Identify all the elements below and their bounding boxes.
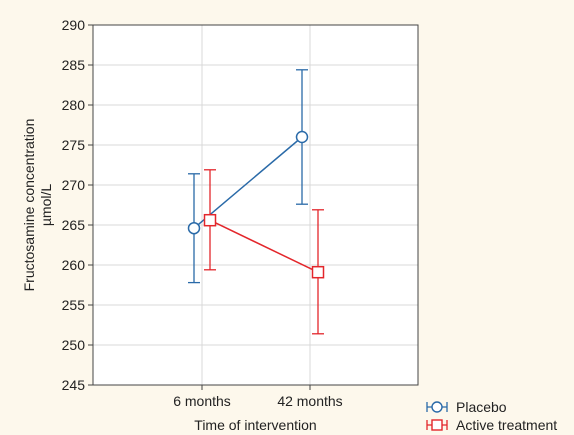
legend-marker-circle — [431, 401, 443, 413]
data-point-square — [311, 265, 325, 279]
y-tick-label: 260 — [62, 257, 86, 273]
legend-item-0: Placebo — [426, 399, 507, 415]
y-tick-label: 275 — [62, 137, 86, 153]
data-point-circle — [187, 221, 201, 235]
legend-marker-square — [431, 419, 443, 431]
y-tick-label: 280 — [62, 97, 86, 113]
y-tick-label: 270 — [62, 177, 86, 193]
y-tick-label: 255 — [62, 297, 86, 313]
series-layer — [187, 69, 325, 335]
y-axis-ticks: 245 250 255 260 265 270 275 280 285 290 — [62, 17, 93, 393]
plot-frame — [92, 24, 419, 386]
x-axis-ticks: 6 months 42 months — [173, 385, 343, 409]
legend-label: Placebo — [456, 399, 507, 415]
series-line — [193, 136, 303, 229]
data-point-circle — [295, 130, 309, 144]
legend-label: Active treatment — [456, 417, 557, 433]
grid-lines — [93, 25, 418, 385]
x-tick-label: 42 months — [277, 393, 342, 409]
plot-background — [93, 25, 418, 385]
series-1 — [203, 169, 325, 335]
data-point-square — [203, 213, 217, 227]
y-tick-label: 250 — [62, 337, 86, 353]
y-tick-label: 290 — [62, 17, 86, 33]
y-tick-label: 245 — [62, 377, 86, 393]
y-axis-title-line-2: µmol/L — [38, 184, 54, 227]
series-0 — [187, 69, 309, 284]
x-axis-title: Time of intervention — [194, 417, 316, 433]
y-tick-label: 265 — [62, 217, 86, 233]
x-tick-label: 6 months — [173, 393, 231, 409]
series-line — [209, 219, 319, 273]
legend-item-1: Active treatment — [426, 417, 557, 433]
legend: Placebo Active treatment — [426, 399, 557, 433]
y-tick-label: 285 — [62, 57, 86, 73]
y-axis-title-line-1: Fructosamine concentration — [21, 119, 37, 292]
